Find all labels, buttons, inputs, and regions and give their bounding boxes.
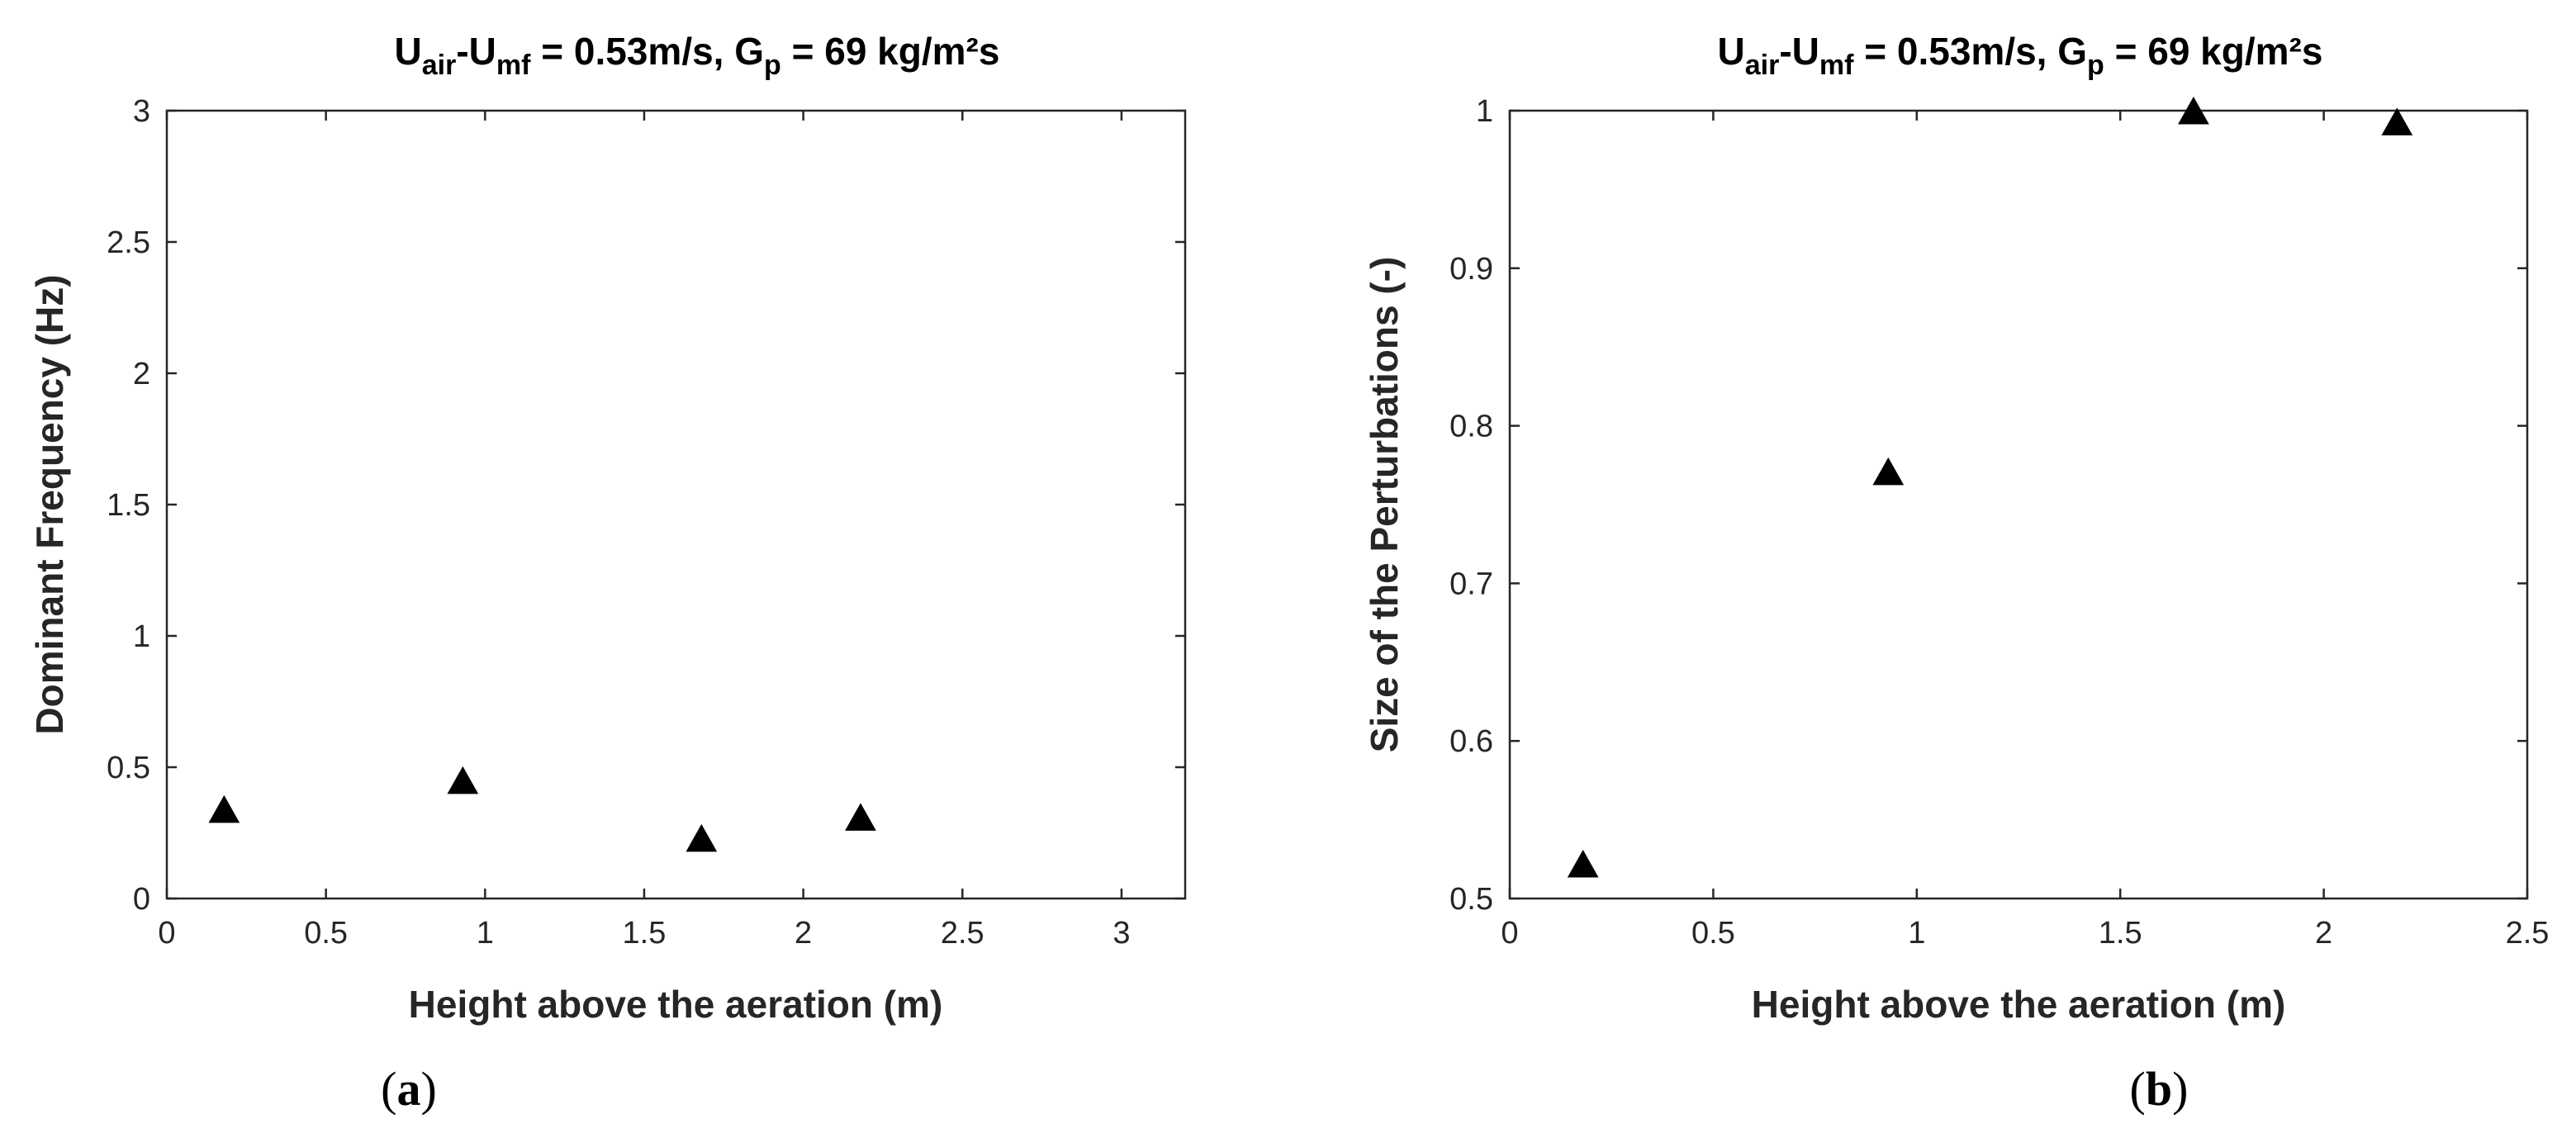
chart-b-ytick-label: 1 [1476, 94, 1493, 129]
chart-b-yticks: 0.5 0.6 0.7 0.8 0.9 1 [1449, 94, 2527, 917]
chart-a-xtick-label: 1 [477, 916, 494, 951]
chart-b-ytick-label: 0.5 [1449, 882, 1493, 917]
chart-b-xtick-label: 0 [1501, 916, 1518, 951]
chart-b-title: Uair-Umf = 0.53m/s, Gp = 69 kg/m²s [1718, 30, 2323, 81]
chart-a-ytick-label: 2.5 [107, 225, 150, 260]
chart-a-data-point [447, 766, 479, 794]
chart-a-ytick-label: 0 [133, 882, 150, 917]
chart-a-ytick-label: 1.5 [107, 488, 150, 523]
chart-a-axes-box [165, 109, 1187, 900]
chart-b-xtick-label: 2.5 [2506, 916, 2550, 951]
chart-a-ytick-label: 2 [133, 357, 150, 391]
chart-b-xticks: 0 0.5 1 1.5 2 2.5 [1501, 111, 2549, 951]
chart-b-data-point [2178, 96, 2209, 125]
chart-a-xticks: 0 0.5 1 1.5 2 2.5 3 [158, 111, 1131, 951]
chart-b-data-point [1567, 850, 1599, 878]
chart-b-axes-box [1508, 109, 2529, 900]
chart-a-ytick-label: 3 [133, 94, 150, 129]
chart-b-ylabel: Size of the Perturbations (-) [1363, 257, 1406, 753]
chart-b-ytick-label: 0.6 [1449, 724, 1493, 759]
panel-a-label: (a) [381, 1062, 437, 1116]
chart-b-data-point [2381, 107, 2413, 135]
chart-b-ytick-label: 0.9 [1449, 252, 1493, 287]
chart-b-xtick-label: 0.5 [1691, 916, 1735, 951]
chart-b-markers [1567, 96, 2413, 878]
chart-a-yticks: 0 0.5 1 1.5 2 2.5 3 [107, 94, 1185, 917]
chart-a-ytick-label: 0.5 [107, 751, 150, 785]
chart-a-xtick-label: 2.5 [941, 916, 984, 951]
chart-a-markers [208, 766, 876, 852]
chart-a: Uair-Umf = 0.53m/s, Gp = 69 kg/m²s 0 0.5 1… [28, 30, 1187, 1116]
chart-b-xlabel: Height above the aeration (m) [1752, 983, 2286, 1026]
chart-a-xtick-label: 0 [158, 916, 175, 951]
chart-a-ytick-label: 1 [133, 619, 150, 654]
chart-b-data-point [1872, 457, 1905, 486]
chart-b: Uair-Umf = 0.53m/s, Gp = 69 kg/m²s 0 0.5 1… [1363, 30, 2549, 1116]
chart-a-xtick-label: 0.5 [304, 916, 348, 951]
chart-a-xtick-label: 1.5 [623, 916, 667, 951]
chart-a-data-point [686, 823, 718, 852]
chart-b-xtick-label: 2 [2315, 916, 2332, 951]
chart-a-xtick-label: 2 [795, 916, 812, 951]
chart-a-data-point [208, 794, 240, 823]
chart-a-xlabel: Height above the aeration (m) [409, 983, 943, 1026]
chart-b-xtick-label: 1 [1908, 916, 1925, 951]
chart-a-xtick-label: 3 [1112, 916, 1130, 951]
chart-b-ytick-label: 0.8 [1449, 410, 1493, 444]
chart-a-title: Uair-Umf = 0.53m/s, Gp = 69 kg/m²s [395, 30, 1000, 81]
chart-a-data-point [845, 803, 876, 831]
panel-b-label: (b) [2130, 1062, 2189, 1116]
chart-a-ylabel: Dominant Frequency (Hz) [28, 274, 71, 734]
chart-b-ytick-label: 0.7 [1449, 567, 1493, 601]
chart-b-xtick-label: 1.5 [2099, 916, 2142, 951]
